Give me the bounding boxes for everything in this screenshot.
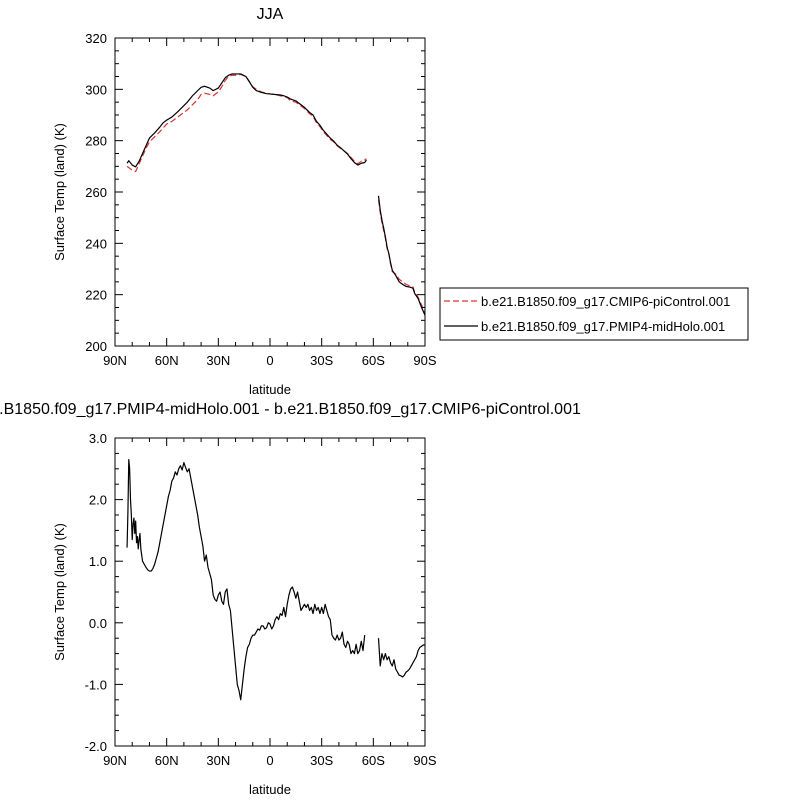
- top-chart-y-tick-label: 200: [85, 339, 107, 354]
- top-chart-y-tick-label: 240: [85, 236, 107, 251]
- bottom-chart-xlabel: latitude: [249, 782, 291, 797]
- legend-label-midholo: b.e21.B1850.f09_g17.PMIP4-midHolo.001: [481, 319, 725, 334]
- bottom-chart-y-tick-label: 3.0: [89, 431, 107, 446]
- bottom-chart-axes: 90N 60N 30N 0 30S 60S 90S -2.0 -1.0 0.0 1.0 2.0 3.0: [85, 431, 437, 768]
- bottom-chart-y-tick-label: 2.0: [89, 493, 107, 508]
- top-chart-y-tick-label: 280: [85, 134, 107, 149]
- bottom-chart-ylabel: Surface Temp (land) (K): [52, 523, 67, 661]
- bottom-chart-x-tick-label: 0: [266, 753, 273, 768]
- top-chart-x-tick-label: 30N: [206, 353, 230, 368]
- bottom-chart-plot-frame: [114, 437, 426, 747]
- top-chart-x-tick-label: 90N: [103, 353, 127, 368]
- top-chart-lines: [126, 73, 425, 316]
- bottom-chart-x-tick-label: 90N: [103, 753, 127, 768]
- legend-box: [439, 287, 749, 341]
- bottom-chart-lines: [126, 458, 425, 701]
- top-chart-series-0-line-segment-1: [377, 199, 425, 313]
- top-chart-y-tick-label: 320: [85, 31, 107, 46]
- top-chart-x-tick-label: 30S: [310, 353, 333, 368]
- bottom-chart-x-tick-label: 30S: [310, 753, 333, 768]
- bottom-chart-panel: b.e21.B1850.f09_g17.PMIP4-midHolo.001 - …: [0, 401, 581, 797]
- bottom-chart-x-tick-label: 60S: [362, 753, 385, 768]
- top-chart-series-1-line-segment-1: [377, 195, 425, 316]
- legend-label-picontrol: b.e21.B1850.f09_g17.CMIP6-piControl.001: [481, 294, 730, 309]
- top-chart-y-tick-label: 260: [85, 185, 107, 200]
- top-chart-x-tick-label: 60N: [155, 353, 179, 368]
- top-chart-ylabel: Surface Temp (land) (K): [52, 123, 67, 261]
- top-chart-legend: b.e21.B1850.f09_g17.CMIP6-piControl.001 …: [439, 287, 749, 341]
- bottom-chart-y-tick-label: -1.0: [85, 677, 107, 692]
- top-chart-axes: 90N 60N 30N 0 30S 60S 90S 200 220 240 260 280 300 320: [85, 31, 437, 368]
- top-chart-y-tick-label: 220: [85, 288, 107, 303]
- top-chart-x-tick-label: 90S: [413, 353, 436, 368]
- top-chart-title: JJA: [257, 6, 284, 23]
- bottom-chart-series-0-line-segment-0: [126, 458, 366, 701]
- bottom-chart-x-tick-label: 60N: [155, 753, 179, 768]
- bottom-chart-y-tick-label: -2.0: [85, 739, 107, 754]
- bottom-chart-y-tick-label: 1.0: [89, 554, 107, 569]
- bottom-chart-series-0-line-segment-1: [377, 638, 425, 678]
- top-chart-plot-frame: [114, 37, 426, 347]
- bottom-chart-x-tick-label: 30N: [206, 753, 230, 768]
- bottom-chart-title: b.e21.B1850.f09_g17.PMIP4-midHolo.001 - …: [0, 401, 581, 418]
- top-chart-series-1-line-segment-0: [126, 73, 367, 168]
- top-chart-panel: JJA 90N 60N 30N 0 30S 60S 90S 200 220 240 260 280 30…: [52, 6, 437, 397]
- top-chart-xlabel: latitude: [249, 382, 291, 397]
- bottom-chart-y-tick-label: 0.0: [89, 616, 107, 631]
- top-chart-x-tick-label: 60S: [362, 353, 385, 368]
- top-chart-y-tick-label: 300: [85, 82, 107, 97]
- top-chart-x-tick-label: 0: [266, 353, 273, 368]
- bottom-chart-x-tick-label: 90S: [413, 753, 436, 768]
